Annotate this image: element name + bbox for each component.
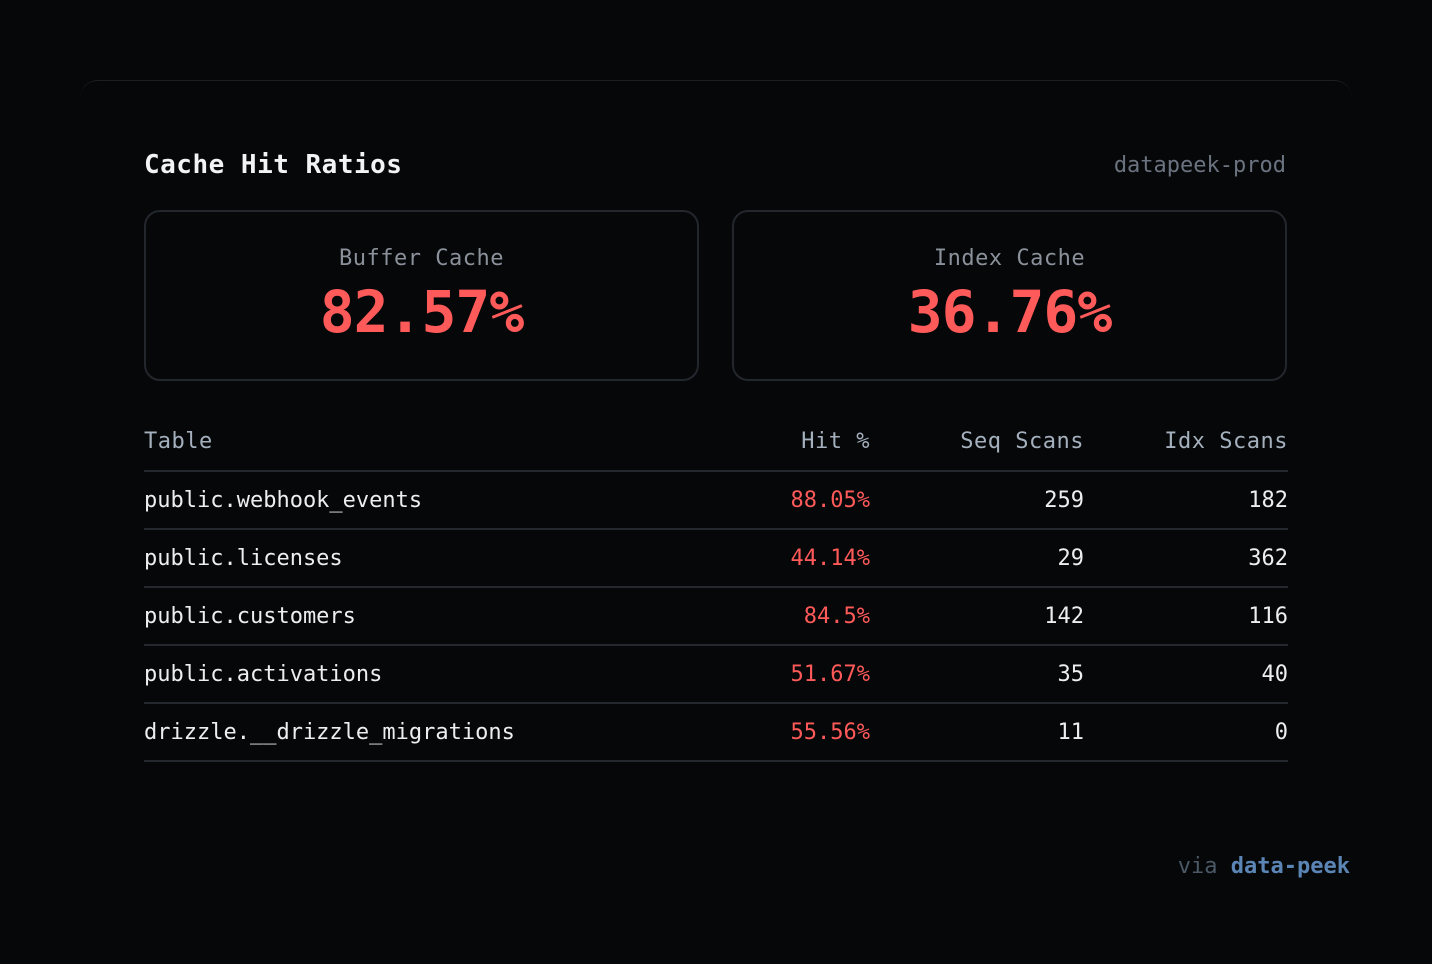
column-header-hit: Hit %: [670, 413, 870, 472]
hit-percent-cell: 88.05%: [670, 471, 870, 530]
table-row: public.webhook_events 88.05% 259 182: [144, 471, 1288, 530]
hit-percent-cell: 44.14%: [670, 529, 870, 588]
table-name-cell: public.webhook_events: [144, 471, 670, 530]
table-name-cell: public.activations: [144, 645, 670, 704]
idx-scans-cell: 40: [1084, 645, 1288, 704]
report-panel: [80, 80, 1352, 820]
table-row: public.customers 84.5% 142 116: [144, 587, 1288, 646]
column-header-table: Table: [144, 413, 670, 472]
column-header-idx-scans: Idx Scans: [1084, 413, 1288, 472]
seq-scans-cell: 11: [870, 703, 1084, 762]
seq-scans-cell: 142: [870, 587, 1084, 646]
idx-scans-cell: 116: [1084, 587, 1288, 646]
column-header-seq-scans: Seq Scans: [870, 413, 1084, 472]
idx-scans-cell: 182: [1084, 471, 1288, 530]
buffer-cache-card: Buffer Cache 82.57%: [144, 210, 699, 381]
table-name-cell: public.customers: [144, 587, 670, 646]
hit-percent-cell: 55.56%: [670, 703, 870, 762]
table-name-cell: public.licenses: [144, 529, 670, 588]
connection-name: datapeek-prod: [1113, 153, 1286, 178]
table-name-cell: drizzle.__drizzle_migrations: [144, 703, 670, 762]
index-cache-card: Index Cache 36.76%: [732, 210, 1287, 381]
seq-scans-cell: 29: [870, 529, 1084, 588]
footer-brand-link[interactable]: data-peek: [1230, 854, 1350, 879]
cache-hit-table: Table Hit % Seq Scans Idx Scans public.w…: [144, 413, 1288, 762]
seq-scans-cell: 259: [870, 471, 1084, 530]
seq-scans-cell: 35: [870, 645, 1084, 704]
idx-scans-cell: 0: [1084, 703, 1288, 762]
footer-attribution: via data-peek: [1178, 854, 1350, 879]
index-cache-value: 36.76%: [907, 278, 1113, 346]
table-header-row: Table Hit % Seq Scans Idx Scans: [144, 413, 1288, 472]
buffer-cache-value: 82.57%: [319, 278, 525, 346]
table-row: public.licenses 44.14% 29 362: [144, 529, 1288, 588]
hit-percent-cell: 51.67%: [670, 645, 870, 704]
buffer-cache-label: Buffer Cache: [339, 246, 504, 271]
idx-scans-cell: 362: [1084, 529, 1288, 588]
hit-percent-cell: 84.5%: [670, 587, 870, 646]
index-cache-label: Index Cache: [933, 246, 1086, 271]
table-row: public.activations 51.67% 35 40: [144, 645, 1288, 704]
page-title: Cache Hit Ratios: [144, 150, 403, 180]
footer-via-text: via: [1177, 854, 1218, 879]
table-row: drizzle.__drizzle_migrations 55.56% 11 0: [144, 703, 1288, 762]
